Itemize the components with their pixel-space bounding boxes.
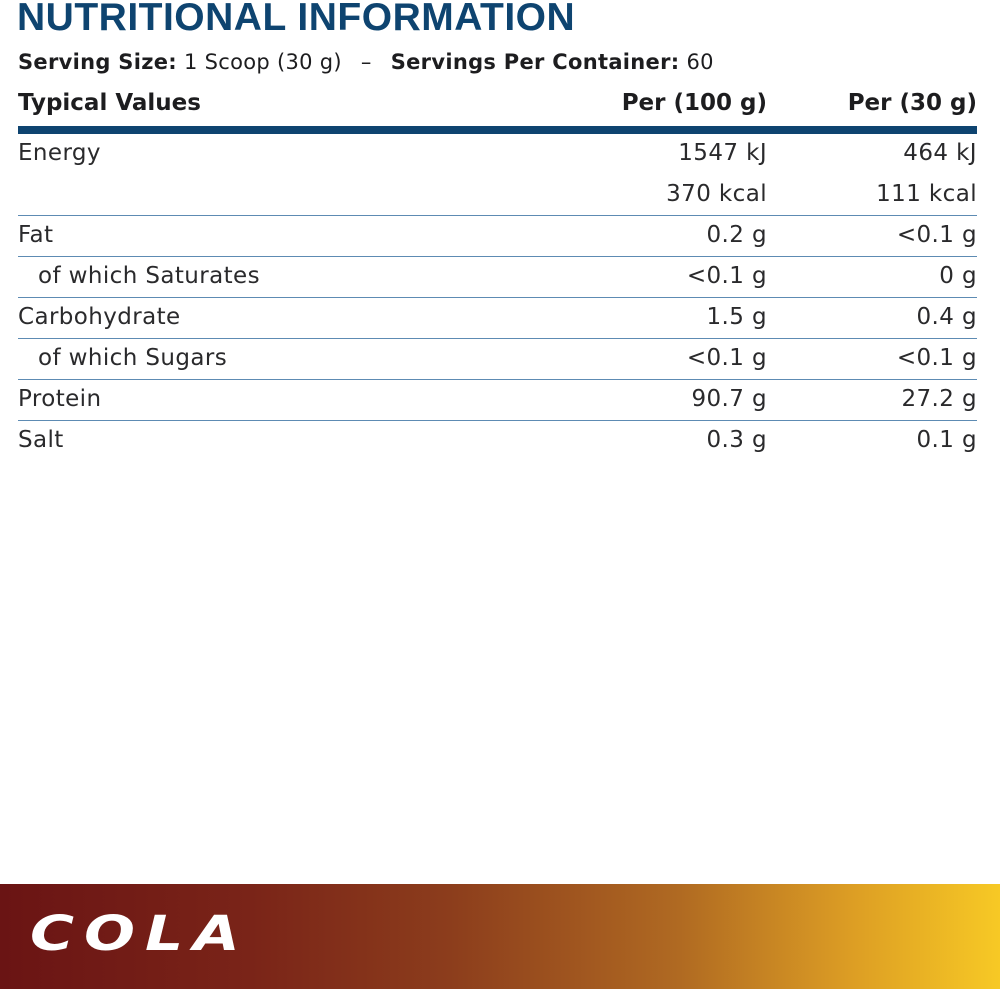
row-per-100g: <0.1 g [686, 345, 767, 371]
nutrition-table: Typical Values Per (100 g) Per (30 g) En… [18, 88, 977, 461]
row-per-30g: <0.1 g [896, 222, 977, 248]
table-row-saturates: of which Saturates <0.1 g 0 g [18, 257, 977, 298]
table-row-energy-kcal: 370 kcal 111 kcal [18, 175, 977, 216]
row-name: Fat [18, 222, 54, 248]
row-per-100g: 0.2 g [706, 222, 767, 248]
row-per-30g: 464 kJ [903, 140, 977, 166]
row-per-100g: 370 kcal [666, 181, 767, 207]
table-row-fat: Fat 0.2 g <0.1 g [18, 216, 977, 257]
page-title: NUTRITIONAL INFORMATION [17, 0, 576, 39]
row-per-100g: 1547 kJ [678, 140, 767, 166]
table-row-carbohydrate: Carbohydrate 1.5 g 0.4 g [18, 298, 977, 339]
header-per-100g: Per (100 g) [621, 90, 767, 116]
row-name: Salt [18, 427, 64, 453]
row-name: Protein [18, 386, 102, 412]
row-per-100g: 0.3 g [706, 427, 767, 453]
row-per-30g: 0 g [939, 263, 977, 289]
servings-per-container-value: 60 [686, 50, 714, 74]
flavour-banner: COLA [0, 884, 1000, 989]
table-row-energy-kj: Energy 1547 kJ 464 kJ [18, 134, 977, 175]
row-per-30g: 0.1 g [916, 427, 977, 453]
serving-size-label: Serving Size: [18, 50, 177, 74]
row-per-100g: 1.5 g [706, 304, 767, 330]
row-per-30g: 0.4 g [916, 304, 977, 330]
table-header: Typical Values Per (100 g) Per (30 g) [18, 88, 977, 134]
servings-per-container-label: Servings Per Container: [390, 50, 680, 74]
row-per-30g: <0.1 g [896, 345, 977, 371]
table-row-salt: Salt 0.3 g 0.1 g [18, 421, 977, 461]
row-per-100g: <0.1 g [686, 263, 767, 289]
row-per-30g: 111 kcal [876, 181, 977, 207]
row-name: of which Saturates [38, 263, 260, 289]
row-per-30g: 27.2 g [901, 386, 977, 412]
serving-info: Serving Size: 1 Scoop (30 g) – Servings … [18, 50, 714, 74]
row-name: Carbohydrate [18, 304, 181, 330]
row-per-100g: 90.7 g [691, 386, 767, 412]
row-name: Energy [18, 140, 101, 166]
table-row-protein: Protein 90.7 g 27.2 g [18, 380, 977, 421]
header-typical-values: Typical Values [18, 90, 201, 116]
serving-separator: – [360, 50, 372, 74]
row-name: of which Sugars [38, 345, 228, 371]
header-per-30g: Per (30 g) [847, 90, 977, 116]
flavour-label: COLA [30, 906, 250, 962]
table-row-sugars: of which Sugars <0.1 g <0.1 g [18, 339, 977, 380]
serving-size-value: 1 Scoop (30 g) [183, 50, 342, 74]
